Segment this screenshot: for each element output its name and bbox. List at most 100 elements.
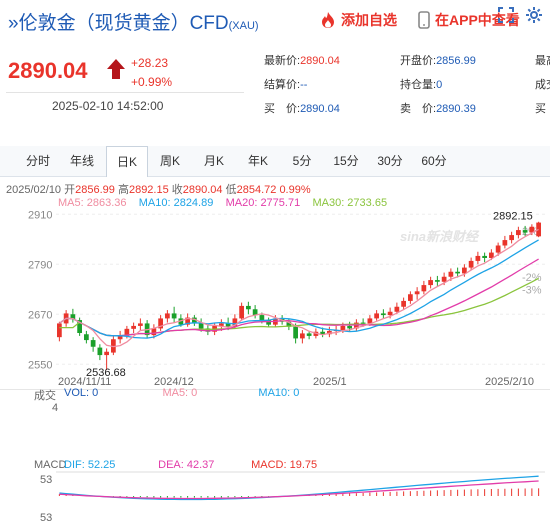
- add-watchlist-button[interactable]: 添加自选: [320, 10, 397, 30]
- candle-body: [286, 321, 292, 327]
- x-tick-label: 2025/1: [313, 376, 347, 388]
- candle-body: [414, 291, 420, 295]
- candle-body: [97, 347, 103, 356]
- candle-body: [232, 318, 238, 327]
- quote-timestamp: 2025-02-10 14:52:00: [52, 99, 164, 113]
- candle-body: [57, 323, 62, 338]
- settings-icon[interactable]: [525, 6, 543, 24]
- title-symbol: (XAU): [228, 20, 259, 32]
- candle-body: [205, 328, 211, 332]
- candle-body: [360, 322, 366, 324]
- candle-body: [462, 267, 467, 274]
- tab-4[interactable]: 月K: [203, 154, 224, 168]
- quote-open: 开盘价:2856.99: [400, 55, 476, 67]
- ma-info: MA5: 2863.36 MA10: 2824.89 MA20: 2775.71…: [58, 197, 388, 209]
- candle-body: [516, 230, 521, 236]
- price-change: +28.23: [131, 56, 169, 70]
- candle-body: [300, 333, 305, 339]
- y-pct-label: -2%: [522, 272, 542, 284]
- candle-body: [151, 328, 157, 336]
- candle-body: [178, 318, 184, 325]
- candle-body: [468, 260, 474, 268]
- candle-body: [90, 340, 96, 347]
- candle-body: [293, 326, 298, 339]
- open-in-app-label: 在APP中查看: [435, 12, 520, 28]
- ma5-line: [59, 228, 539, 348]
- candle-body: [529, 226, 535, 233]
- candle-body: [77, 320, 82, 333]
- candle-body: [387, 311, 393, 316]
- quote-latest: 最新价:2890.04: [264, 55, 340, 67]
- candle-body: [70, 314, 76, 320]
- y-pct-label: -3%: [522, 284, 542, 296]
- candle-body: [428, 280, 433, 286]
- divider: [0, 389, 550, 390]
- tab-3[interactable]: 周K: [159, 154, 180, 168]
- tab-9[interactable]: 60分: [421, 154, 447, 168]
- tab-8[interactable]: 30分: [377, 154, 403, 168]
- y-tick-label: 2670: [28, 309, 52, 321]
- ma10-line: [59, 239, 539, 339]
- macd-chart[interactable]: [0, 470, 550, 525]
- dea-line: [59, 480, 539, 500]
- macd-label: MACD: [34, 459, 67, 471]
- candle-body: [266, 320, 271, 325]
- candle-body: [441, 276, 447, 282]
- add-watchlist-label: 添加自选: [341, 12, 397, 28]
- ohlc-info: 2025/02/10 开2856.99 高2892.15 收2890.04 低2…: [6, 184, 311, 196]
- candle-body: [225, 323, 231, 327]
- fullscreen-icon[interactable]: [497, 6, 515, 24]
- candle-body: [320, 331, 325, 335]
- candle-body: [111, 339, 116, 353]
- candle-body: [158, 318, 163, 329]
- candle-body: [421, 285, 427, 292]
- candle-body: [306, 333, 312, 336]
- x-tick-label: 2024/11/11: [58, 376, 112, 388]
- macd-bottom-scale: 53: [40, 512, 53, 524]
- tab-2[interactable]: 日K: [106, 146, 148, 177]
- candle-body: [489, 252, 494, 258]
- candle-body: [124, 328, 130, 336]
- tab-5[interactable]: 年K: [247, 154, 268, 168]
- volume-label: 成交: [34, 390, 56, 402]
- candle-body: [482, 255, 487, 258]
- y-tick-label: 2550: [28, 359, 52, 371]
- candle-body: [448, 271, 454, 277]
- volume-info: VOL: 0 MA5: 0 MA10: 0: [64, 387, 300, 399]
- quote-bid: 买 价:2890.04: [264, 103, 340, 115]
- tab-7[interactable]: 15分: [333, 154, 359, 168]
- candle-body: [367, 318, 373, 324]
- candle-body: [502, 240, 508, 246]
- max-price-label: 2892.15: [493, 210, 533, 222]
- candle-body: [165, 313, 170, 319]
- up-arrow-icon: [107, 59, 125, 79]
- candle-body: [198, 322, 204, 329]
- y-tick-label: 2910: [28, 209, 52, 221]
- candle-body: [185, 317, 190, 325]
- last-price: 2890.04: [8, 58, 88, 83]
- candle-body: [495, 245, 501, 253]
- ma20-line: [59, 258, 539, 337]
- macd-top-scale: 53: [40, 474, 53, 486]
- quote-bid-vol: 买: [535, 103, 546, 115]
- y-tick-label: 2790: [28, 259, 52, 271]
- candle-body: [239, 305, 244, 319]
- candle-body: [522, 230, 528, 233]
- tab-0[interactable]: 分时: [25, 154, 50, 168]
- candle-body: [381, 313, 386, 316]
- candle-body: [246, 305, 251, 310]
- tab-1[interactable]: 年线: [69, 154, 94, 168]
- open-in-app-button[interactable]: 在APP中查看: [418, 10, 520, 30]
- title-text: 伦敦金（现货黄金）CFD: [18, 13, 229, 34]
- quote-high: 最高: [535, 55, 550, 67]
- candle-body: [401, 300, 406, 307]
- candle-body: [131, 325, 136, 329]
- candle-body: [475, 255, 481, 261]
- period-tabs: [0, 146, 550, 177]
- x-tick-label: 2025/2/10: [485, 376, 534, 388]
- quote-ask: 卖 价:2890.39: [400, 103, 476, 115]
- min-price-label: 2536.68: [86, 367, 126, 379]
- candle-body: [509, 235, 514, 241]
- tab-6[interactable]: 5分: [292, 154, 312, 168]
